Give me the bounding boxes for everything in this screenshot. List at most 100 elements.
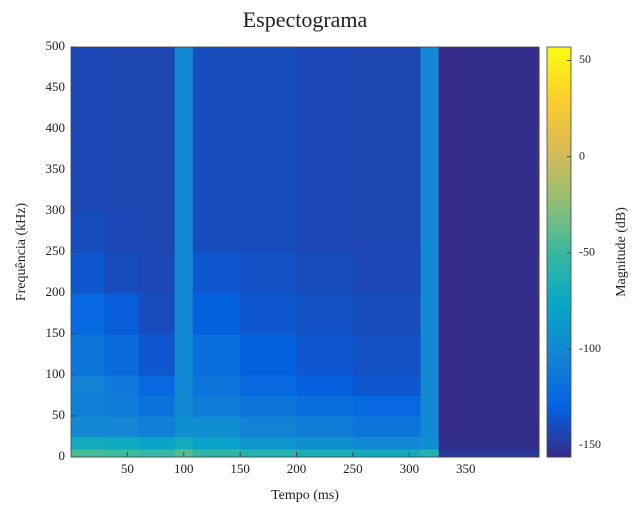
- y-axis-label: Frequência (kHz): [14, 202, 29, 301]
- colorbar-segment: [547, 146, 571, 150]
- colorbar-segment: [547, 299, 571, 304]
- colorbar-segment: [547, 398, 571, 403]
- colorbar-segment: [547, 330, 571, 335]
- colorbar-segment: [547, 439, 571, 444]
- colorbar-segment: [547, 446, 571, 451]
- colorbar-segment: [547, 111, 571, 116]
- colorbar-segment: [547, 316, 571, 321]
- colorbar-segment: [547, 84, 571, 89]
- colorbar-segment: [547, 159, 571, 164]
- heatmap-cell: [438, 448, 540, 458]
- heatmap-cell: [240, 252, 298, 294]
- heatmap-cell: [138, 395, 176, 417]
- heatmap-cell: [240, 395, 298, 417]
- heatmap-cell: [104, 375, 140, 396]
- heatmap-cell: [420, 436, 440, 450]
- heatmap-cell: [104, 416, 140, 437]
- colorbar-segment: [547, 200, 571, 205]
- colorbar-segment: [547, 166, 571, 171]
- colorbar-segment: [547, 375, 571, 379]
- colorbar-segment: [547, 129, 571, 133]
- colorbar-segment: [547, 50, 571, 55]
- heatmap-cell: [352, 416, 422, 437]
- heatmap-cell: [104, 334, 140, 376]
- colorbar-segment: [547, 115, 571, 120]
- colorbar-segment: [547, 310, 571, 314]
- x-tick-label: 300: [400, 461, 420, 476]
- colorbar-segment: [547, 429, 571, 434]
- colorbar-segment: [547, 306, 571, 311]
- heatmap-cell: [192, 211, 241, 253]
- heatmap-cell: [174, 436, 194, 450]
- colorbar-segment: [547, 231, 571, 236]
- heatmap-cell: [420, 416, 440, 437]
- colorbar-segment: [547, 187, 571, 191]
- heatmap-cell: [174, 252, 194, 294]
- heatmap-cell: [420, 293, 440, 335]
- heatmap-cell: [420, 375, 440, 396]
- heatmap-cell: [240, 47, 298, 212]
- heatmap-cell: [438, 395, 540, 417]
- heatmap-cell: [296, 334, 354, 376]
- colorbar-segment: [547, 327, 571, 332]
- colorbar-segment: [547, 170, 571, 174]
- heatmap-cell: [240, 375, 298, 396]
- colorbar-segment: [547, 108, 571, 113]
- colorbar-segment: [547, 286, 571, 291]
- heatmap-cell: [296, 47, 354, 212]
- heatmap-cell: [104, 436, 140, 450]
- colorbar-segment: [547, 337, 571, 342]
- heatmap-cell: [71, 436, 106, 450]
- colorbar-segment: [547, 125, 571, 130]
- heatmap-cell: [296, 416, 354, 437]
- heatmap-cell: [71, 293, 106, 335]
- colorbar-segment: [547, 252, 571, 256]
- heatmap-cell: [352, 334, 422, 376]
- heatmap-cell: [104, 211, 140, 253]
- colorbar-tick-label: -150: [579, 437, 601, 451]
- heatmap-cell: [192, 395, 241, 417]
- x-tick-label: 250: [343, 461, 363, 476]
- colorbar-segment: [547, 443, 571, 448]
- colorbar-segment: [547, 245, 571, 250]
- heatmap-cell: [352, 375, 422, 396]
- y-tick-label: 450: [46, 79, 66, 94]
- y-tick-label: 400: [46, 120, 66, 135]
- colorbar-segment: [547, 405, 571, 410]
- colorbar-segment: [547, 224, 571, 229]
- colorbar-frame: [546, 46, 572, 458]
- colorbar-segment: [547, 152, 571, 157]
- colorbar-segment: [547, 334, 571, 338]
- colorbar-segment: [547, 211, 571, 215]
- colorbar-segment: [547, 357, 571, 362]
- y-tick-label: 150: [46, 325, 66, 340]
- y-tick-label: 250: [46, 243, 66, 258]
- heatmap-cell: [420, 334, 440, 376]
- colorbar-segment: [547, 361, 571, 366]
- heatmap-cell: [438, 334, 540, 376]
- heatmap-cell: [352, 47, 422, 212]
- colorbar-segment: [547, 101, 571, 106]
- colorbar-segment: [547, 402, 571, 407]
- heatmap-cell: [420, 252, 440, 294]
- y-tick-label: 0: [59, 448, 66, 463]
- colorbar-segment: [547, 453, 571, 458]
- heatmap-cell: [296, 395, 354, 417]
- colorbar-segment: [547, 262, 571, 267]
- colorbar-segment: [547, 436, 571, 441]
- heatmap-cell: [296, 448, 354, 458]
- colorbar-segment: [547, 77, 571, 82]
- colorbar-segment: [547, 228, 571, 232]
- heatmap-cell: [71, 375, 106, 396]
- y-tick-label: 350: [46, 161, 66, 176]
- heatmap-cell: [420, 47, 440, 212]
- heatmap-cell: [352, 211, 422, 253]
- heatmap-cell: [138, 448, 176, 458]
- heatmap-cell: [138, 375, 176, 396]
- colorbar-segment: [547, 135, 571, 140]
- colorbar-tick-label: -100: [579, 341, 601, 355]
- colorbar-segment: [547, 57, 571, 62]
- heatmap-cell: [240, 293, 298, 335]
- colorbar-segment: [547, 340, 571, 345]
